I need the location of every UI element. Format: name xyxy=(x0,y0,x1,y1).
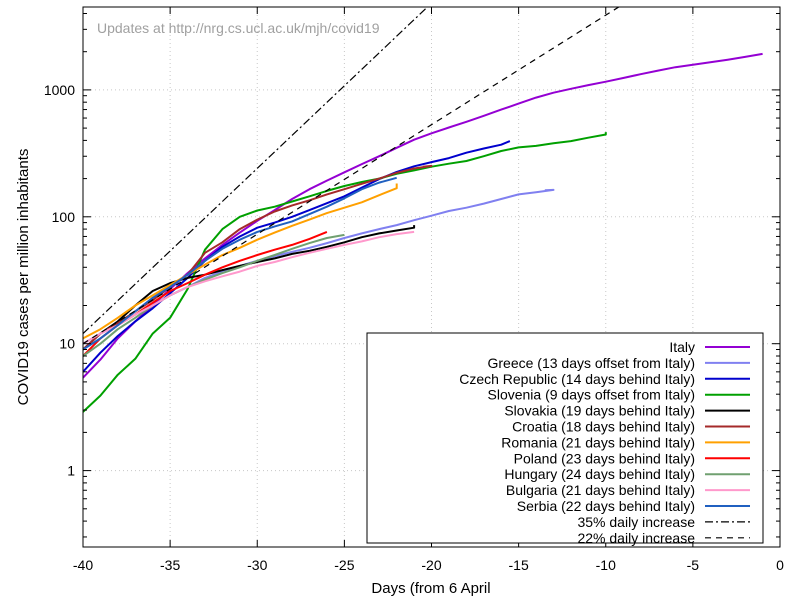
x-tick-label: -10 xyxy=(596,557,616,573)
x-tick-label: -20 xyxy=(421,557,441,573)
legend-label-7: Poland (23 days behind Italy) xyxy=(514,450,695,466)
series-line-11 xyxy=(83,7,429,335)
x-tick-label: -40 xyxy=(73,557,93,573)
url-annotation: Updates at http://nrg.cs.ucl.ac.uk/mjh/c… xyxy=(97,20,380,36)
series-line-12 xyxy=(83,7,620,345)
x-tick-label: -30 xyxy=(247,557,267,573)
legend-label-12: 22% daily increase xyxy=(577,530,695,546)
legend-label-1: Greece (13 days offset from Italy) xyxy=(488,355,696,371)
series-line-0 xyxy=(83,52,763,379)
y-tick-label: 1000 xyxy=(44,82,75,98)
x-tick-label: 0 xyxy=(776,557,784,573)
series-line-8 xyxy=(83,233,345,357)
y-tick-label: 10 xyxy=(59,336,75,352)
y-axis-label: COVID19 cases per million inhabitants xyxy=(15,149,32,406)
legend-label-11: 35% daily increase xyxy=(577,514,695,530)
series-line-10 xyxy=(83,176,397,351)
legend-label-5: Croatia (18 days behind Italy) xyxy=(512,419,695,435)
series-line-4 xyxy=(83,225,416,351)
legend-label-9: Bulgaria (21 days behind Italy) xyxy=(506,482,695,498)
y-tick-label: 100 xyxy=(52,209,76,225)
series-line-9 xyxy=(83,230,415,345)
x-axis-label: Days (from 6 April xyxy=(371,580,490,597)
legend-label-4: Slovakia (19 days behind Italy) xyxy=(504,403,695,419)
series-lines xyxy=(83,7,763,413)
legend-label-3: Slovenia (9 days offset from Italy) xyxy=(488,387,696,403)
x-tick-label: -35 xyxy=(160,557,180,573)
legend-label-8: Hungary (24 days behind Italy) xyxy=(504,466,695,482)
series-line-3 xyxy=(83,132,607,413)
y-tick-label: 1 xyxy=(67,463,75,479)
legend-label-0: Italy xyxy=(669,339,695,355)
legend-box xyxy=(366,332,764,544)
x-tick-label: -25 xyxy=(334,557,354,573)
legend-label-2: Czech Republic (14 days behind Italy) xyxy=(459,371,695,387)
x-tick-label: -15 xyxy=(509,557,529,573)
legend-label-10: Serbia (22 days behind Italy) xyxy=(517,498,695,514)
series-line-6 xyxy=(83,183,398,340)
x-tick-label: -5 xyxy=(687,557,700,573)
series-line-2 xyxy=(83,140,511,373)
axis-ticks: -40 -35 -30 -25 -20 -15 -10 -5 0 1 10 100 1000 xyxy=(44,7,784,573)
legend-label-6: Romania (21 days behind Italy) xyxy=(501,434,695,450)
